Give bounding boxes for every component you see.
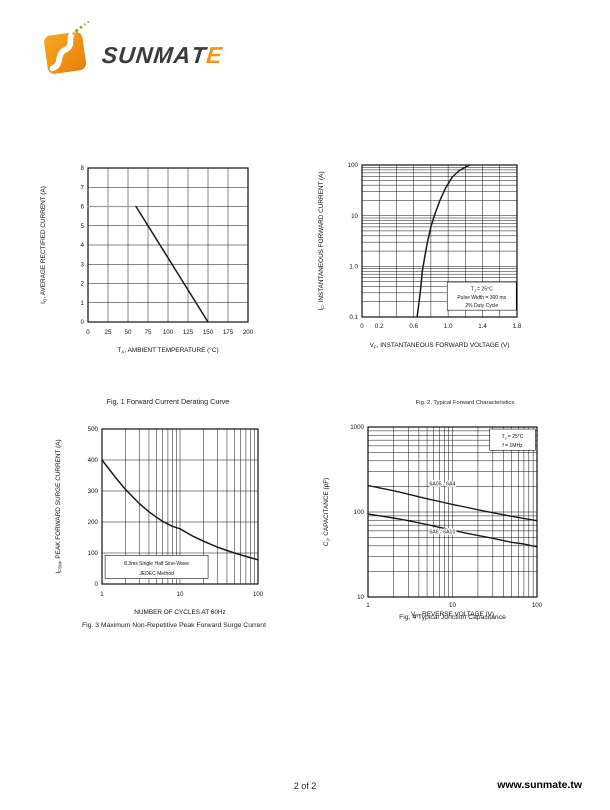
svg-text:10: 10 <box>449 602 456 609</box>
svg-text:50: 50 <box>125 329 132 336</box>
svg-text:100: 100 <box>253 591 264 598</box>
svg-text:1: 1 <box>366 602 370 609</box>
svg-text:100: 100 <box>163 329 174 336</box>
svg-text:4: 4 <box>81 242 85 249</box>
svg-text:CJ, CAPACITANCE (pF): CJ, CAPACITANCE (pF) <box>323 478 331 546</box>
svg-text:125: 125 <box>183 329 194 336</box>
svg-text:0: 0 <box>81 319 85 326</box>
svg-text:100: 100 <box>88 550 99 557</box>
fig2-chart-canvas: 0 0.2 0.6 1.0 1.4 1.8 0.1 1.0 10 100 VF, INSTANTAN… <box>318 162 522 350</box>
svg-text:1000: 1000 <box>350 424 364 431</box>
svg-text:1.0: 1.0 <box>349 264 358 271</box>
svg-text:0.6: 0.6 <box>409 323 418 330</box>
svg-text:150: 150 <box>203 329 214 336</box>
logo-sparkle-dots <box>71 20 90 36</box>
svg-text:6A6 - 6A10: 6A6 - 6A10 <box>429 529 455 535</box>
svg-text:3: 3 <box>81 261 85 268</box>
svg-text:f = 1MHz: f = 1MHz <box>502 443 523 449</box>
website-link[interactable]: www.sunmate.tw <box>497 779 582 791</box>
svg-text:TJ = 25°C: TJ = 25°C <box>502 434 524 441</box>
svg-text:0.1: 0.1 <box>349 314 358 321</box>
svg-text:5: 5 <box>81 223 85 230</box>
page-number: 2 of 2 <box>293 781 317 791</box>
fig1-forward-current-derating-chart: 0 25 50 75 100 125 150 175 200 0 1 2 3 4 5 6 7 8 TA, AMBIE… <box>30 158 265 362</box>
svg-text:6A05 - 6A4: 6A05 - 6A4 <box>429 482 455 488</box>
svg-text:TJ = 25°C: TJ = 25°C <box>471 286 493 293</box>
fig1-chart-canvas: 0 25 50 75 100 125 150 175 200 0 1 2 3 4 5 6 7 8 TA, AMBIE… <box>40 165 254 355</box>
svg-text:25: 25 <box>105 329 112 336</box>
svg-text:0: 0 <box>360 323 364 330</box>
fig3-caption: Fig. 3 Maximum Non-Repetitive Peak Forwa… <box>82 622 266 629</box>
svg-text:6: 6 <box>81 204 85 211</box>
svg-text:200: 200 <box>243 329 254 336</box>
svg-text:1.8: 1.8 <box>513 323 522 330</box>
svg-text:1.4: 1.4 <box>478 323 487 330</box>
fig2-caption: Fig. 2, Typical Forward Characteristics <box>415 400 515 406</box>
svg-text:2% Duty Cycle: 2% Duty Cycle <box>465 303 498 309</box>
svg-text:0: 0 <box>95 581 99 588</box>
svg-text:175: 175 <box>223 329 234 336</box>
svg-text:1.0: 1.0 <box>444 323 453 330</box>
svg-text:IFSM, PEAK FORWARD SURGE CURRE: IFSM, PEAK FORWARD SURGE CURRENT (A) <box>55 439 63 573</box>
svg-text:100: 100 <box>354 509 365 516</box>
svg-text:IF, INSTANTANEOUS FORWARD CURR: IF, INSTANTANEOUS FORWARD CURRENT (A) <box>318 171 326 310</box>
fig2-typical-forward-characteristics-chart: 0 0.2 0.6 1.0 1.4 1.8 0.1 1.0 10 100 VF, INSTANTAN… <box>310 155 545 357</box>
svg-text:100: 100 <box>348 162 359 169</box>
svg-text:8: 8 <box>81 165 85 172</box>
svg-text:NUMBER OF CYCLES AT 60Hz: NUMBER OF CYCLES AT 60Hz <box>134 609 225 616</box>
svg-text:10: 10 <box>357 594 364 601</box>
svg-text:200: 200 <box>88 519 99 526</box>
svg-text:2: 2 <box>81 281 85 288</box>
fig1-caption: Fig. 1 Forward Current Derating Curve <box>106 397 230 406</box>
svg-text:VF, INSTANTANEOUS FORWARD VOLT: VF, INSTANTANEOUS FORWARD VOLTAGE (V) <box>370 342 510 350</box>
fig4-caption: Fig. 4 Typical Junction Capacitance <box>399 614 506 621</box>
svg-text:500: 500 <box>88 426 99 433</box>
svg-text:7: 7 <box>81 184 85 191</box>
fig3-chart-canvas: 1 10 100 0 100 200 300 400 500 NUMBER OF CYCLES A… <box>55 426 264 616</box>
svg-text:1: 1 <box>100 591 104 598</box>
svg-text:10: 10 <box>351 213 358 220</box>
svg-text:100: 100 <box>532 602 543 609</box>
brand-logo: SUNMATE <box>36 20 225 78</box>
svg-text:TA, AMBIENT TEMPERATURE (°C): TA, AMBIENT TEMPERATURE (°C) <box>117 346 218 355</box>
svg-text:400: 400 <box>88 457 99 464</box>
svg-text:JEDEC Method: JEDEC Method <box>139 571 174 577</box>
sunmate-logo-icon <box>44 20 90 74</box>
svg-text:IO, AVERAGE RECTIFIED CURRENT: IO, AVERAGE RECTIFIED CURRENT (A) <box>40 186 48 304</box>
svg-text:Pulse Width = 300 ms: Pulse Width = 300 ms <box>457 295 506 301</box>
svg-text:0.2: 0.2 <box>375 323 384 330</box>
svg-text:300: 300 <box>88 488 99 495</box>
svg-text:VR, REVERSE VOLTAGE (V): VR, REVERSE VOLTAGE (V) <box>411 611 494 619</box>
svg-text:75: 75 <box>145 329 152 336</box>
svg-text:8.3ms Single Half Sine-Wave: 8.3ms Single Half Sine-Wave <box>124 561 189 567</box>
fig4-typical-junction-capacitance-chart: 1 10 100 10 100 1000 VR, REVERSE VOLTAGE (V) CJ… <box>315 417 555 619</box>
svg-text:1: 1 <box>81 300 85 307</box>
fig3-peak-forward-surge-current-chart: 1 10 100 0 100 200 300 400 500 NUMBER OF CYCLES A… <box>45 419 285 625</box>
brand-name: SUNMATE <box>100 41 225 68</box>
svg-text:10: 10 <box>177 591 184 598</box>
svg-text:0: 0 <box>86 329 90 336</box>
